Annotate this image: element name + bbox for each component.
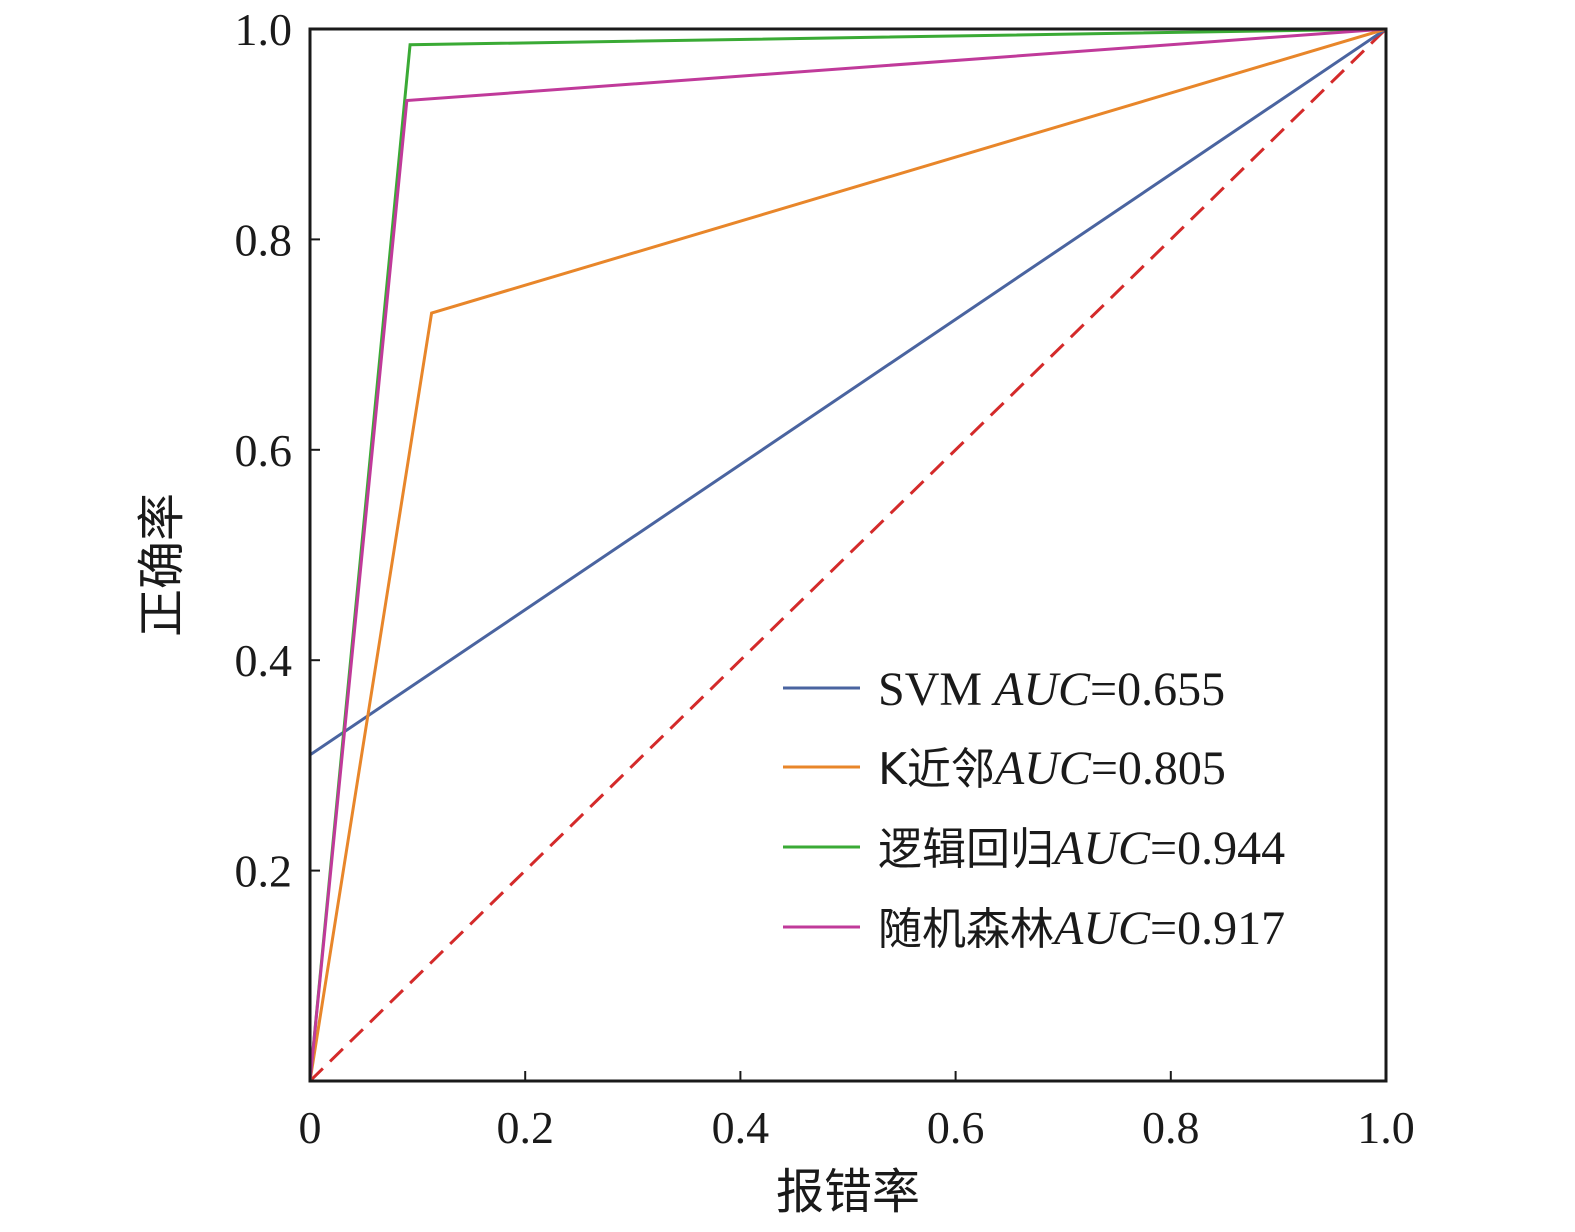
- y-tick-label: 0.6: [235, 425, 293, 476]
- legend-auc-label: AUC: [1051, 902, 1151, 955]
- y-tick-label: 0.8: [235, 214, 293, 265]
- plot-frame: [308, 27, 1388, 1083]
- legend-auc-value: =0.944: [1150, 822, 1285, 875]
- legend-auc-value: =0.805: [1091, 742, 1226, 795]
- legend-auc-label: AUC: [1051, 822, 1151, 875]
- legend-series-name: K近邻: [878, 744, 995, 795]
- x-tick-label: 0.8: [1142, 1102, 1200, 1153]
- legend-auc-value: =0.655: [1090, 663, 1225, 716]
- legend-entry-3: 随机森林AUC=0.917: [878, 902, 1285, 955]
- legend-series-name: 随机森林: [878, 904, 1054, 955]
- x-tick-label: 0.2: [496, 1102, 554, 1153]
- plot-lines: [310, 29, 1386, 1081]
- legend-series-name: 逻辑回归: [878, 824, 1054, 875]
- y-tick-label: 0.4: [235, 635, 293, 686]
- series-line-3: [310, 29, 1386, 1081]
- y-tick-label: 0.2: [235, 846, 293, 897]
- legend-entry-2: 逻辑回归AUC=0.944: [878, 822, 1285, 875]
- legend-auc-label: AUC: [992, 742, 1092, 795]
- legend-series-name: SVM: [878, 663, 994, 716]
- legend: SVM AUC=0.655K近邻AUC=0.805逻辑回归AUC=0.944随机…: [783, 663, 1285, 955]
- series-line-1: [310, 29, 1386, 1081]
- series-line-0: [310, 29, 1386, 757]
- legend-entry-1: K近邻AUC=0.805: [878, 742, 1226, 795]
- x-tick-label: 0: [299, 1102, 322, 1153]
- axis-ticks: 0 0.2 0.4 0.6 0.8 1.0 0.2 0.4 0.6 0.8 1.0: [235, 4, 1415, 1153]
- x-tick-label: 1.0: [1357, 1102, 1415, 1153]
- x-tick-label: 0.6: [927, 1102, 985, 1153]
- y-axis-title: 正确率: [134, 493, 190, 637]
- legend-entry-0: SVM AUC=0.655: [878, 663, 1225, 716]
- legend-auc-value: =0.917: [1150, 902, 1285, 955]
- y-tick-label: 1.0: [235, 4, 293, 55]
- x-axis-title: 报错率: [776, 1164, 920, 1220]
- x-tick-label: 0.4: [712, 1102, 770, 1153]
- legend-auc-label: AUC: [991, 663, 1091, 716]
